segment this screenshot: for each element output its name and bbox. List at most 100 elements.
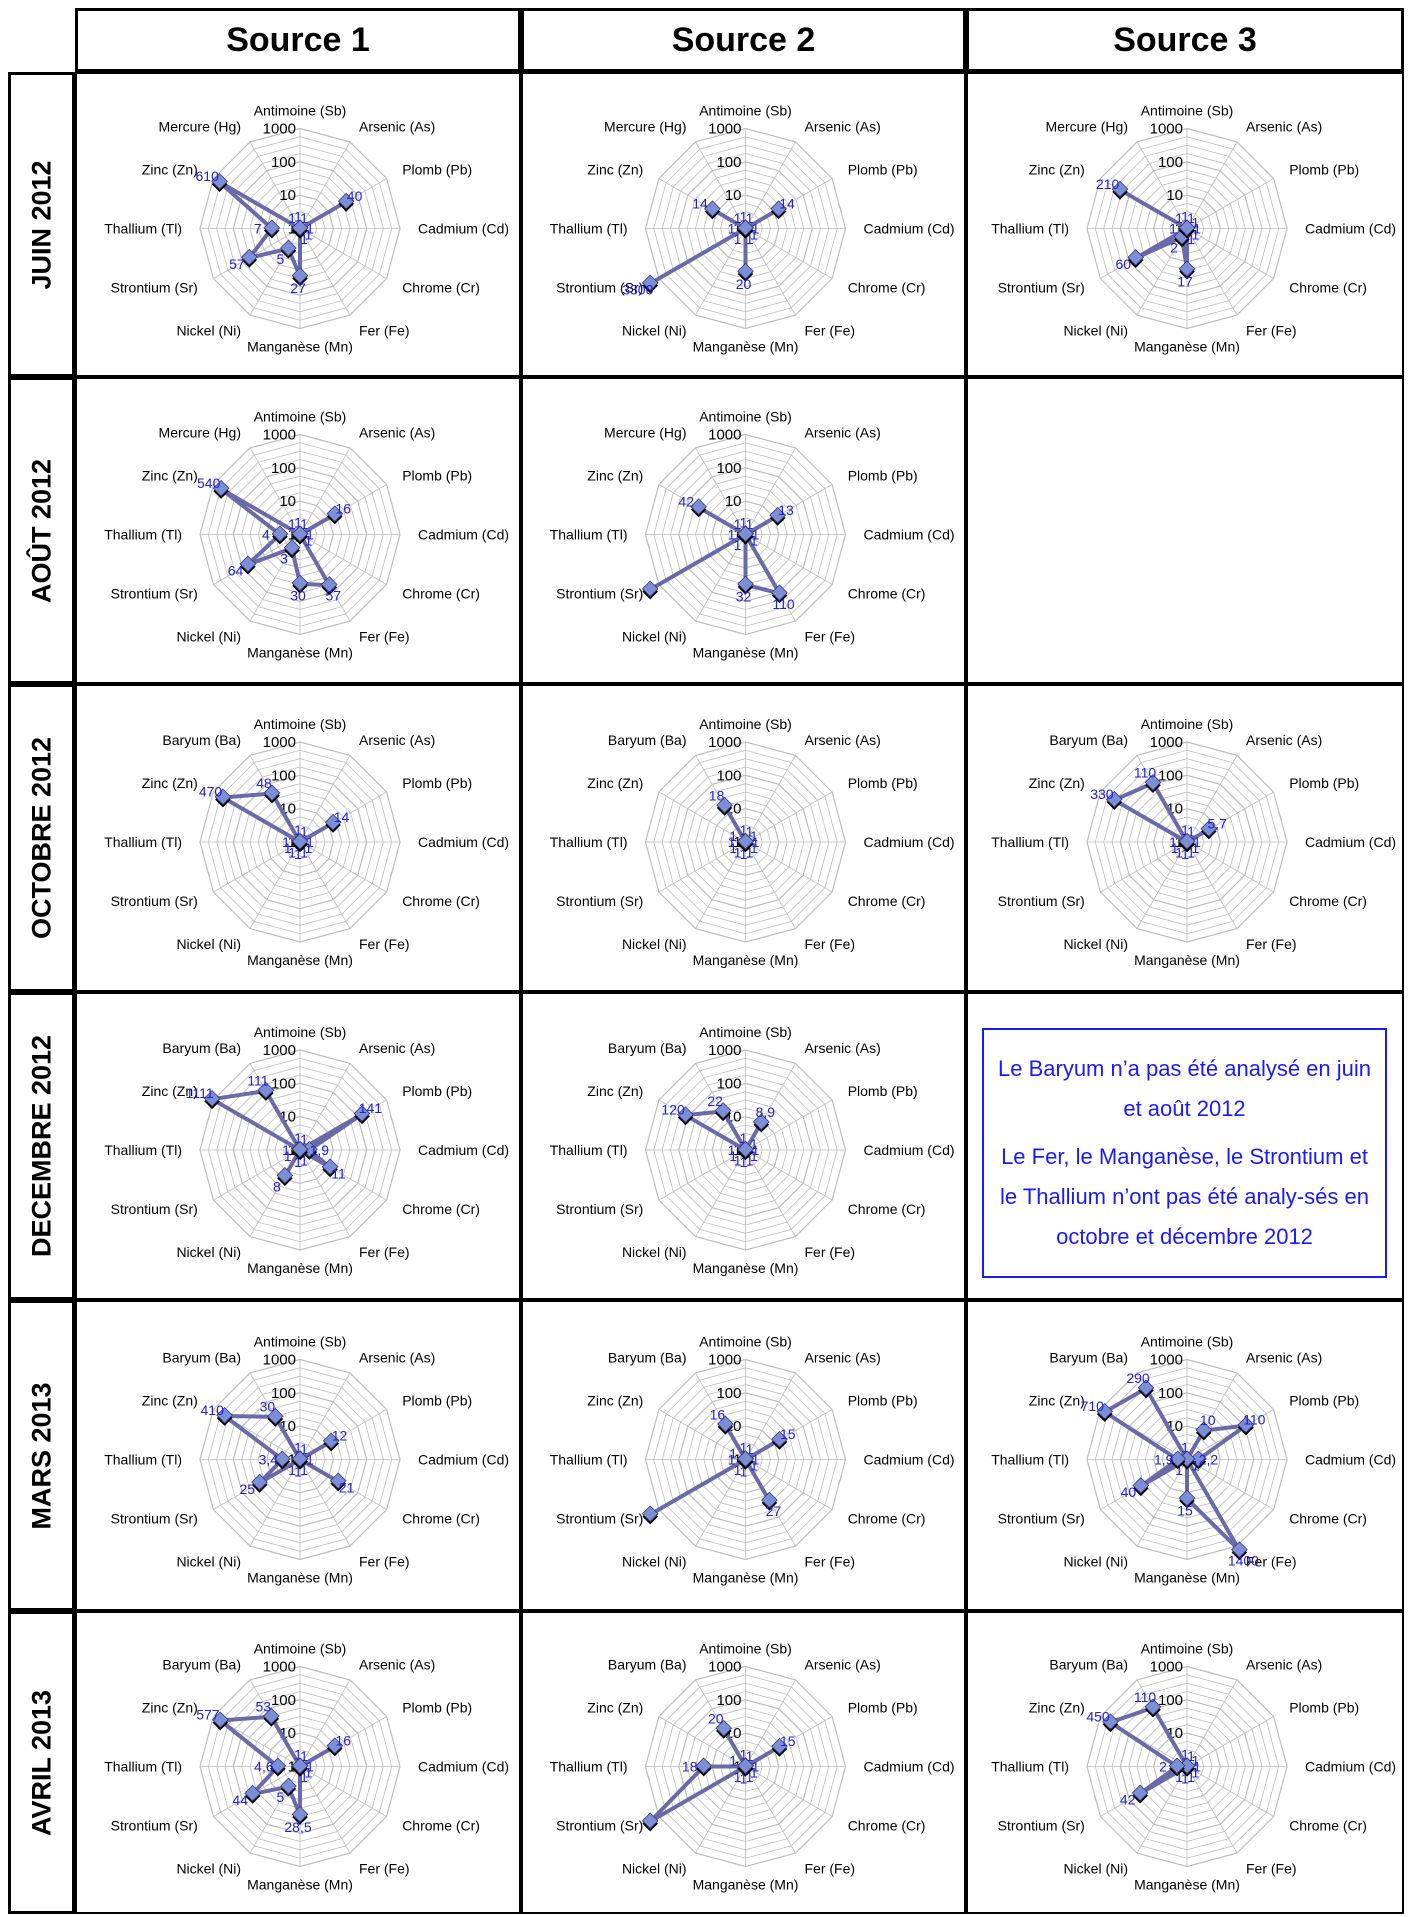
radar-marker: [737, 575, 754, 595]
radar-value-label: 1: [729, 840, 737, 856]
radar-value-label: 44: [232, 1792, 248, 1808]
radar-tick-label: 1: [1175, 221, 1183, 238]
radar-value-label: 1: [729, 1753, 737, 1769]
radar-value-label: 1: [1181, 1440, 1189, 1456]
radar-spoke: [1186, 1679, 1238, 1767]
radar-axis-label-baryum-ba: Baryum (Ba): [608, 732, 687, 748]
radar-axis-label-fer-fe: Fer (Fe): [359, 1244, 410, 1260]
column-header-label: Source 3: [1113, 20, 1257, 59]
radar-axis-label-strontium-sr: Strontium (Sr): [998, 1511, 1085, 1527]
radar-value-label: 1: [288, 844, 296, 860]
radar-axis-label-zinc-zn: Zinc (Zn): [1029, 162, 1085, 178]
radar-value-label: 1: [1171, 840, 1179, 856]
radar-tick-label: 1000: [263, 1659, 296, 1676]
radar-marker: [737, 1140, 754, 1160]
radar-axis-label-fer-fe: Fer (Fe): [805, 936, 856, 952]
radar-tick-label: 1000: [263, 121, 296, 138]
radar-marker: [695, 1757, 713, 1777]
radar-spoke: [249, 1459, 301, 1547]
radar-tick-label: 10: [279, 493, 296, 510]
radar-tick-label: 100: [716, 767, 741, 784]
radar-axis-label-baryum-ba: Baryum (Ba): [162, 1656, 241, 1672]
radar-axis-label-thallium-tl: Thallium (Tl): [550, 1452, 628, 1468]
radar-axis-label-manganese-mn: Manganèse (Mn): [247, 1877, 353, 1893]
radar-marker: [769, 506, 787, 526]
radar-axis-label-zinc-zn: Zinc (Zn): [142, 1083, 198, 1099]
radar-tick-label: 1000: [1150, 121, 1183, 138]
radar-marker: [641, 580, 659, 600]
radar-axis-label-strontium-sr: Strontium (Sr): [998, 1818, 1085, 1834]
radar-spoke: [1186, 1766, 1238, 1854]
radar-value-label: 1: [729, 828, 737, 844]
radar-axis-label-plomb-pb: Plomb (Pb): [848, 162, 918, 178]
radar-value-label: 1: [750, 1765, 758, 1781]
radar-value-label: 1: [746, 844, 754, 860]
radar-value-label: 1: [1192, 1765, 1200, 1781]
radar-spoke: [745, 1766, 796, 1854]
radar-tick-label: 1: [733, 1452, 741, 1469]
radar-spoke: [745, 1372, 796, 1460]
radar-tick-label: 100: [716, 1075, 741, 1092]
radar-tick-label: 1000: [708, 1042, 741, 1059]
radar-spoke: [299, 841, 387, 893]
radar-axis-label-chrome-cr: Chrome (Cr): [848, 1818, 926, 1834]
radar-spoke: [1186, 1459, 1274, 1510]
radar-value-label: 1: [1192, 840, 1200, 856]
radar-axis-label-antimoine-sb: Antimoine (Sb): [699, 409, 792, 425]
radar-value-label: 1: [1192, 227, 1200, 243]
radar-axis-label-baryum-ba: Baryum (Ba): [1049, 1656, 1128, 1672]
radar-axis-label-thallium-tl: Thallium (Tl): [991, 1759, 1069, 1775]
radar-axis-label-zinc-zn: Zinc (Zn): [142, 1700, 198, 1716]
radar-axis-label-chrome-cr: Chrome (Cr): [848, 1511, 926, 1527]
radar-spoke: [299, 141, 351, 229]
radar-marker: [704, 200, 721, 220]
radar-value-label: 1: [746, 210, 754, 226]
radar-axis-label-arsenic-as: Arsenic (As): [359, 732, 435, 748]
radar-axis-label-plomb-pb: Plomb (Pb): [402, 1393, 472, 1409]
radar-axis-label-antimoine-sb: Antimoine (Sb): [699, 1334, 792, 1350]
radar-axis-label-thallium-tl: Thallium (Tl): [550, 527, 628, 543]
radar-axis-label-chrome-cr: Chrome (Cr): [402, 1511, 480, 1527]
radar-spoke: [1186, 228, 1238, 316]
radar-tick-label: 1: [733, 834, 741, 851]
radar-value-label: 1: [306, 834, 314, 850]
row-header-aout-2012: AOÛT 2012: [8, 377, 75, 684]
radar-axis-label-strontium-sr: Strontium (Sr): [556, 586, 643, 602]
radar-marker: [329, 1472, 347, 1492]
radar-value-label: 1: [746, 1748, 754, 1764]
radar-axis-label-manganese-mn: Manganèse (Mn): [693, 1260, 799, 1276]
radar-tick-label: 100: [1158, 154, 1183, 171]
radar-axis-label-chrome-cr: Chrome (Cr): [1289, 893, 1367, 909]
radar-axis-label-plomb-pb: Plomb (Pb): [402, 775, 472, 791]
radar-axis-label-chrome-cr: Chrome (Cr): [848, 1201, 926, 1217]
radar-value-label: 30: [290, 588, 306, 604]
radar-marker: [257, 1081, 275, 1101]
radar-value-label: 1: [305, 227, 313, 243]
radar-tick-label: 10: [725, 187, 742, 204]
radar-axis-label-thallium-tl: Thallium (Tl): [550, 1759, 628, 1775]
radar-spoke: [299, 1372, 351, 1460]
radar-axis-label-plomb-pb: Plomb (Pb): [402, 468, 472, 484]
radar-tick-label: 100: [716, 1385, 741, 1402]
radar-axis-label-chrome-cr: Chrome (Cr): [402, 280, 480, 296]
radar-value-label: 710: [1081, 1398, 1105, 1414]
radar-tick-label: 10: [279, 187, 296, 204]
radar-axis-label-nickel-ni: Nickel (Ni): [622, 1861, 687, 1877]
radar-value-label: 1: [728, 527, 736, 543]
radar-value-label: 1: [746, 231, 754, 247]
radar-tick-label: 100: [716, 154, 741, 171]
radar-axis-label-zinc-zn: Zinc (Zn): [587, 1393, 643, 1409]
radar-value-label: 1,9: [1154, 1452, 1174, 1468]
radar-value-label: 1: [734, 210, 742, 226]
radar-value-label: 1: [1187, 844, 1195, 860]
radar-marker: [1178, 219, 1196, 239]
radar-value-label: 1111: [186, 1085, 214, 1101]
radar-value-label: 1: [294, 822, 302, 838]
